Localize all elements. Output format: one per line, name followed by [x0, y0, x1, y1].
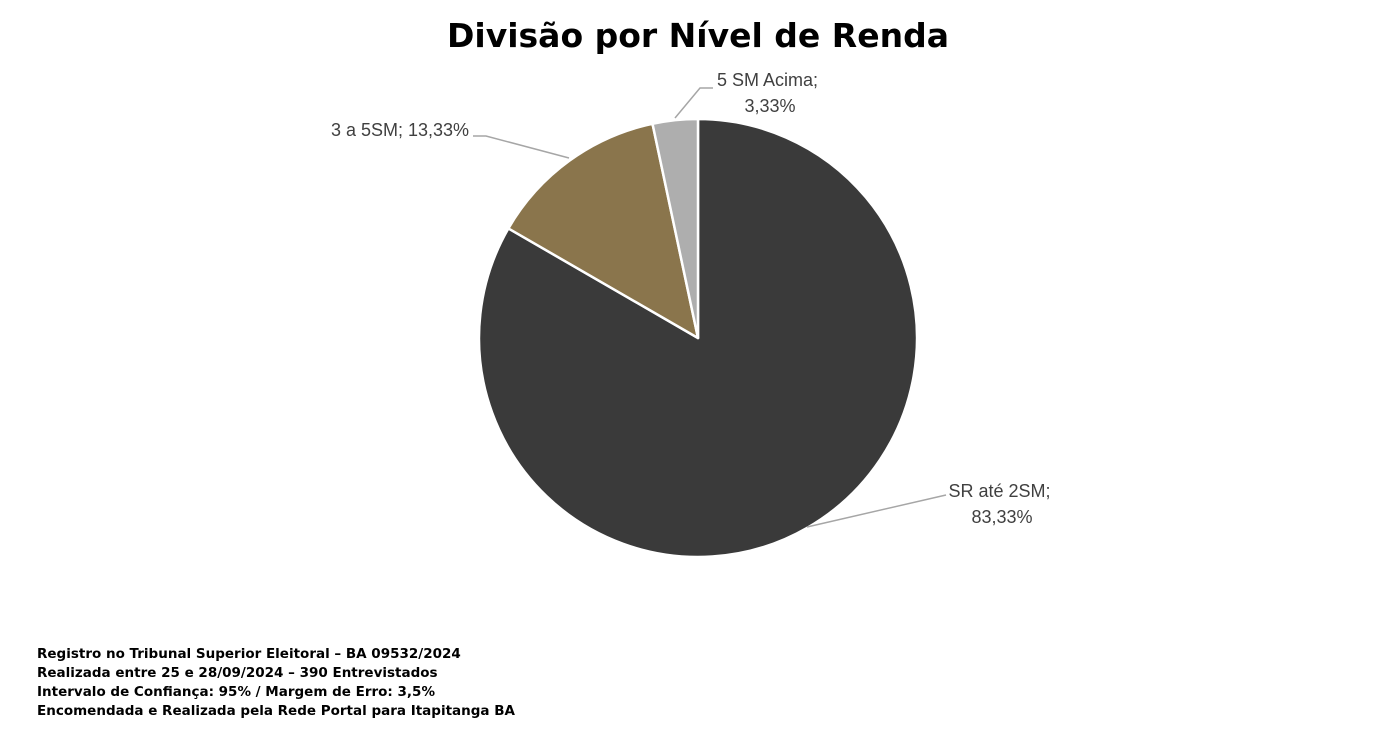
data-label-5sm-acima-category: 5 SM Acima;	[717, 70, 818, 90]
data-label-sr-ate-2sm-value: 83,33%	[971, 507, 1032, 527]
leader-line-3-a-5sm	[473, 135, 570, 159]
footer-line-sponsor: Encomendada e Realizada pela Rede Portal…	[37, 703, 515, 719]
footer-line-confidence: Intervalo de Confiança: 95% / Margem de …	[37, 684, 435, 700]
footer-line-registration: Registro no Tribunal Superior Eleitoral …	[37, 646, 461, 662]
data-label-5sm-acima-value: 3,33%	[744, 96, 795, 116]
pie-slices	[477, 117, 919, 559]
chart-title: Divisão por Nível de Renda	[447, 16, 949, 55]
data-label-sr-ate-2sm-category: SR até 2SM;	[948, 481, 1050, 501]
pie-slice-5-sm-acima	[651, 117, 700, 340]
data-label-sr-ate-2sm: SR até 2SM; 83,33%	[948, 481, 1055, 527]
methodology-footer: Registro no Tribunal Superior Eleitoral …	[37, 645, 515, 721]
data-labels: SR até 2SM; 83,33% 3 a 5SM; 13,33% 5 SM …	[331, 70, 1055, 527]
data-label-3-a-5sm-text: 3 a 5SM; 13,33%	[331, 120, 469, 140]
data-label-3-a-5sm: 3 a 5SM; 13,33%	[331, 120, 469, 140]
leader-lines	[473, 87, 947, 528]
data-label-5sm-acima: 5 SM Acima; 3,33%	[717, 70, 823, 116]
footer-line-dates: Realizada entre 25 e 28/09/2024 – 390 En…	[37, 665, 438, 681]
leader-line-5sm-acima	[674, 87, 713, 119]
pie-slice-3-a-5sm	[507, 122, 700, 340]
leader-line-sr-ate-2sm	[806, 494, 947, 528]
